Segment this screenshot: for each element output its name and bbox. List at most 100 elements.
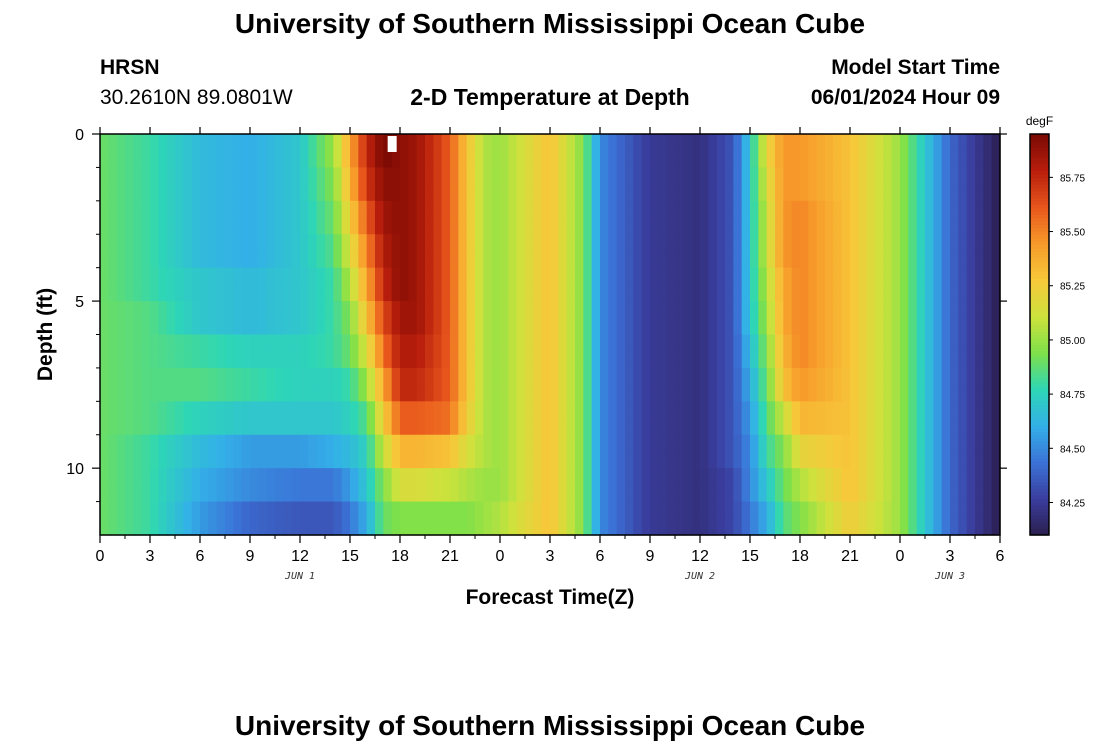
heatmap-cell — [883, 150, 893, 169]
heatmap-cell — [700, 418, 709, 436]
heatmap-cell — [683, 501, 693, 519]
heatmap-cell — [691, 367, 701, 386]
heatmap-cell — [116, 518, 126, 536]
heatmap-cell — [608, 250, 618, 269]
heatmap-cell — [458, 301, 468, 319]
heatmap-cell — [441, 234, 451, 252]
heatmap-cell — [791, 317, 801, 336]
heatmap-cell — [800, 351, 809, 369]
heatmap-cell — [450, 334, 459, 352]
heatmap-cell — [158, 301, 168, 319]
heatmap-cell — [108, 518, 118, 536]
heatmap-cell — [991, 301, 1001, 319]
heatmap-cell — [266, 401, 276, 419]
heatmap-cell — [241, 200, 251, 219]
heatmap-cell — [683, 284, 693, 302]
heatmap-cell — [958, 367, 968, 386]
heatmap-cell — [316, 217, 326, 235]
heatmap-cell — [858, 384, 868, 402]
heatmap-cell — [358, 317, 368, 336]
heatmap-cell — [358, 284, 368, 302]
heatmap-cell — [583, 367, 593, 386]
heatmap-cell — [400, 351, 409, 369]
heatmap-cell — [541, 418, 551, 436]
heatmap-cell — [941, 250, 951, 269]
heatmap-cell — [825, 418, 834, 436]
heatmap-cell — [916, 351, 926, 369]
heatmap-cell — [158, 384, 168, 402]
heatmap-cell — [658, 468, 668, 486]
heatmap-cell — [433, 334, 443, 352]
heatmap-cell — [308, 434, 318, 453]
heatmap-cell — [375, 334, 384, 352]
heatmap-cell — [183, 401, 193, 419]
heatmap-cell — [708, 267, 718, 285]
heatmap-cell — [533, 150, 543, 169]
heatmap-cell — [466, 301, 476, 319]
heatmap-cell — [508, 234, 518, 252]
heatmap-cell — [433, 418, 443, 436]
heatmap-cell — [258, 501, 268, 519]
heatmap-cell — [258, 451, 268, 469]
heatmap-cell — [750, 434, 759, 453]
heatmap-cell — [525, 250, 534, 269]
heatmap-cell — [258, 150, 268, 169]
heatmap-cell — [825, 134, 834, 152]
heatmap-cell — [316, 401, 326, 419]
heatmap-cell — [758, 501, 768, 519]
heatmap-cell — [625, 200, 634, 219]
heatmap-cell — [275, 184, 284, 202]
heatmap-cell — [983, 317, 993, 336]
heatmap-cell — [141, 434, 151, 453]
heatmap-cell — [958, 284, 968, 302]
heatmap-cell — [375, 301, 384, 319]
heatmap-cell — [600, 167, 609, 185]
heatmap-cell — [566, 434, 576, 453]
heatmap-cell — [916, 501, 926, 519]
heatmap-cell — [308, 134, 318, 152]
heatmap-cell — [766, 484, 776, 503]
heatmap-cell — [533, 184, 543, 202]
heatmap-cell — [850, 351, 859, 369]
heatmap-cell — [300, 217, 309, 235]
heatmap-cell — [241, 167, 251, 185]
heatmap-cell — [233, 234, 243, 252]
heatmap-cell — [683, 434, 693, 453]
heatmap-cell — [566, 468, 576, 486]
heatmap-cell — [383, 384, 393, 402]
heatmap-cell — [275, 200, 284, 219]
colorbar-segment — [1030, 291, 1049, 295]
heatmap-cell — [750, 250, 759, 269]
heatmap-cell — [316, 434, 326, 453]
heatmap-cell — [275, 501, 284, 519]
heatmap-cell — [416, 367, 426, 386]
colorbar-segment — [1030, 377, 1049, 382]
heatmap-cell — [741, 501, 751, 519]
heatmap-cell — [900, 134, 909, 152]
colorbar-segment — [1030, 311, 1049, 316]
heatmap-cell — [908, 150, 918, 169]
heatmap-cell — [450, 134, 459, 152]
heatmap-cell — [133, 518, 143, 536]
heatmap-cell — [750, 418, 759, 436]
heatmap-cell — [116, 217, 126, 235]
heatmap-cell — [483, 217, 493, 235]
heatmap-cell — [650, 150, 659, 169]
heatmap-cell — [441, 367, 451, 386]
heatmap-cell — [308, 217, 318, 235]
heatmap-cell — [391, 351, 401, 369]
heatmap-cell — [408, 250, 418, 269]
heatmap-cell — [766, 250, 776, 269]
heatmap-cell — [666, 468, 676, 486]
heatmap-cell — [383, 418, 393, 436]
heatmap-cell — [616, 434, 626, 453]
heatmap-cell — [441, 184, 451, 202]
colorbar-segment — [1030, 227, 1049, 232]
heatmap-cell — [100, 401, 109, 419]
heatmap-cell — [825, 200, 834, 219]
heatmap-cell — [816, 184, 826, 202]
heatmap-cell — [891, 367, 901, 386]
heatmap-cell — [741, 134, 751, 152]
heatmap-cell — [858, 167, 868, 185]
heatmap-cell — [591, 418, 601, 436]
